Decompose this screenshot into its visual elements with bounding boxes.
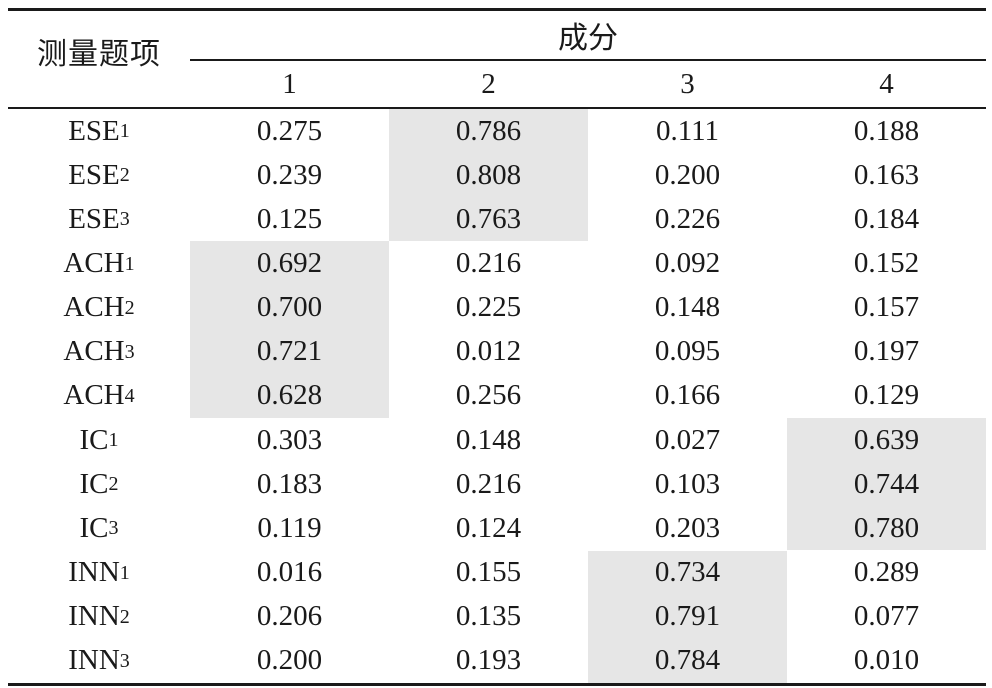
bottom-rule [8, 683, 986, 686]
item-code: ESE [68, 114, 120, 147]
loading-value: 0.628 [256, 379, 323, 412]
item-code: ACH [63, 335, 125, 368]
loading-value: 0.155 [455, 556, 522, 589]
loading-value: 0.197 [853, 335, 920, 368]
loading-value: 0.226 [654, 202, 721, 235]
item-code: IC [79, 467, 109, 500]
column-header-2: 2 [481, 67, 496, 100]
item-label: INN 2 [68, 600, 130, 633]
loading-value: 0.111 [655, 114, 720, 147]
loading-value: 0.639 [853, 423, 920, 456]
loading-value: 0.103 [654, 467, 721, 500]
loading-value: 0.692 [256, 247, 323, 279]
column-header-3: 3 [680, 67, 695, 100]
item-code: INN [68, 600, 120, 633]
item-code: INN [68, 556, 120, 589]
top-rule [8, 8, 986, 11]
item-label: ACH 1 [63, 247, 135, 279]
loading-value: 0.010 [853, 644, 920, 677]
loading-value: 0.216 [455, 467, 522, 500]
loading-value: 0.216 [455, 247, 522, 279]
item-label: ACH 2 [63, 291, 135, 324]
item-label: ESE 3 [68, 202, 130, 235]
loading-value: 0.012 [455, 335, 522, 368]
header-rule [8, 107, 986, 109]
loading-value: 0.124 [455, 511, 522, 544]
loading-value: 0.152 [853, 247, 920, 279]
loading-value: 0.289 [853, 556, 920, 589]
loading-highlight [588, 550, 787, 683]
item-label: ACH 4 [63, 379, 135, 412]
loading-value: 0.721 [256, 335, 323, 368]
loading-value: 0.163 [853, 158, 920, 191]
loading-value: 0.092 [654, 247, 721, 279]
loading-value: 0.095 [654, 335, 721, 368]
loading-value: 0.148 [654, 291, 721, 324]
loading-value: 0.786 [455, 114, 522, 147]
loading-value: 0.200 [654, 158, 721, 191]
loading-highlight [389, 109, 588, 242]
loading-value: 0.763 [455, 202, 522, 235]
item-code: ESE [68, 202, 120, 235]
loading-value: 0.256 [455, 379, 522, 412]
item-label: ESE 1 [68, 114, 130, 147]
item-code: ACH [63, 291, 125, 324]
loading-value: 0.135 [455, 600, 522, 633]
loading-highlight [190, 241, 389, 419]
item-code: IC [79, 511, 109, 544]
item-label: ESE 2 [68, 158, 130, 191]
item-label: IC 2 [79, 467, 119, 500]
loading-value: 0.157 [853, 291, 920, 324]
item-label: ACH 3 [63, 335, 135, 368]
loading-value: 0.734 [654, 556, 721, 589]
loading-value: 0.808 [455, 158, 522, 191]
loading-highlight [787, 418, 986, 551]
item-label: INN 3 [68, 644, 130, 677]
factor-header: 成分 [558, 21, 618, 56]
item-code: ACH [63, 247, 125, 279]
loading-value: 0.700 [256, 291, 323, 324]
item-code: INN [68, 644, 120, 677]
loading-value: 0.166 [654, 379, 721, 412]
loading-value: 0.206 [256, 600, 323, 633]
loading-value: 0.129 [853, 379, 920, 412]
loading-value: 0.744 [853, 467, 920, 500]
item-code: IC [79, 423, 109, 456]
loading-value: 0.188 [853, 114, 920, 147]
item-code: ESE [68, 158, 120, 191]
loading-value: 0.791 [654, 600, 721, 633]
loading-value: 0.148 [455, 423, 522, 456]
item-label: IC 3 [79, 511, 119, 544]
loading-value: 0.780 [853, 511, 920, 544]
loading-value: 0.184 [853, 202, 920, 235]
loading-value: 0.027 [654, 423, 721, 456]
item-header: 测量题项 [37, 37, 161, 72]
loading-value: 0.784 [654, 644, 721, 677]
column-header-4: 4 [879, 67, 894, 100]
loading-value: 0.225 [455, 291, 522, 324]
loading-value: 0.183 [256, 467, 323, 500]
column-header-1: 1 [282, 67, 297, 100]
loading-value: 0.119 [257, 511, 322, 544]
item-label: IC 1 [79, 423, 119, 456]
loading-value: 0.200 [256, 644, 323, 677]
loading-value: 0.239 [256, 158, 323, 191]
loading-value: 0.125 [256, 202, 323, 235]
loading-value: 0.275 [256, 114, 323, 147]
factor-rule [190, 59, 986, 61]
item-label: INN 1 [68, 556, 130, 589]
loading-value: 0.193 [455, 644, 522, 677]
loading-value: 0.203 [654, 511, 721, 544]
loading-value: 0.303 [256, 423, 323, 456]
loading-value: 0.077 [853, 600, 920, 633]
loading-value: 0.016 [256, 556, 323, 589]
item-code: ACH [63, 379, 125, 412]
